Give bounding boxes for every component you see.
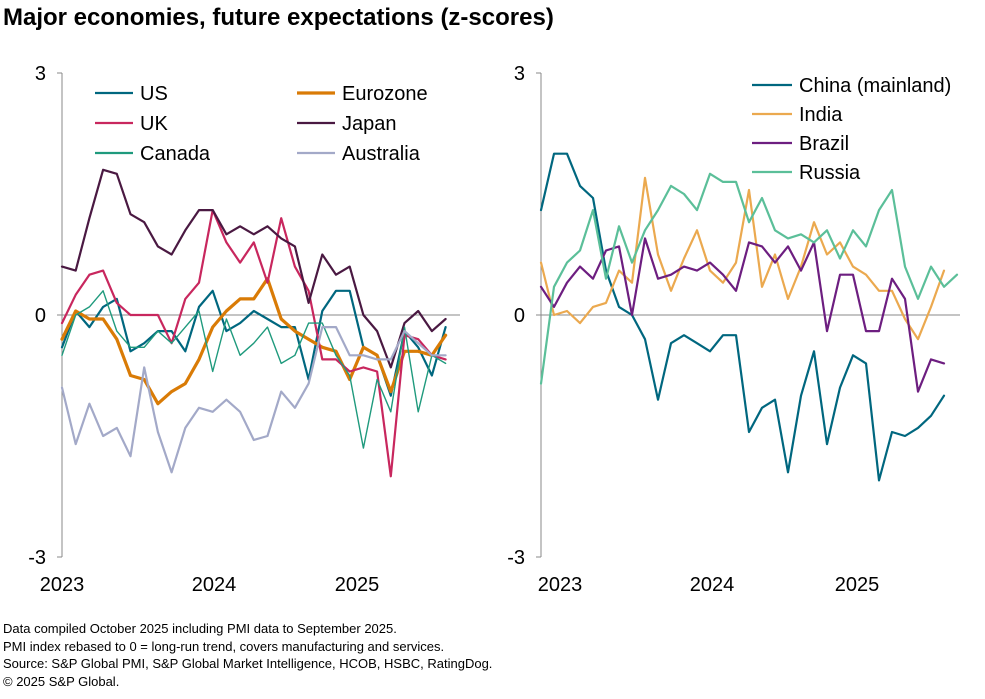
y-tick-label: 3 [35, 63, 46, 85]
footnote-copyright: © 2025 S&P Global. [3, 673, 120, 689]
legend-label: Eurozone [342, 83, 428, 105]
chart-title: Major economies, future expectations (z-… [3, 4, 554, 31]
legend-label: Russia [799, 162, 861, 184]
series-line-brazil [539, 237, 946, 393]
x-tick-label: 2024 [690, 574, 735, 596]
charts-canvas: 3 0 -3 2023 2024 2025 US Eurozone UK Japan Canada A… [28, 63, 960, 596]
right-panel: 3 0 -3 2023 2024 2025 China (mainland) India Bra… [507, 63, 960, 596]
legend-label: India [799, 104, 843, 126]
legend-label: US [140, 83, 168, 105]
x-tick-label: 2023 [538, 574, 583, 596]
legend-label: China (mainland) [799, 75, 951, 97]
y-tick-label: -3 [28, 547, 46, 569]
x-tick-label: 2025 [835, 574, 880, 596]
legend-label: Canada [140, 143, 211, 165]
x-tick-label: 2023 [40, 574, 85, 596]
y-tick-label: 0 [35, 305, 46, 327]
footnote-data-compiled: Data compiled October 2025 including PMI… [3, 621, 397, 636]
legend-label: Australia [342, 143, 421, 165]
footnote-index-note: PMI index rebased to 0 = long-run trend,… [3, 638, 445, 654]
x-tick-label: 2024 [192, 574, 237, 596]
series-line-india [539, 176, 946, 341]
footnotes: Data compiled October 2025 including PMI… [3, 620, 492, 690]
series-line-china-mainland [539, 152, 946, 482]
legend-label: Japan [342, 113, 397, 135]
legend-label: UK [140, 113, 168, 135]
series-line-uk [60, 209, 447, 478]
left-panel: 3 0 -3 2023 2024 2025 US Eurozone UK Japan Canada A… [28, 63, 460, 596]
series-line-australia [60, 326, 447, 474]
series-line-canada [61, 290, 447, 449]
x-tick-label: 2025 [335, 574, 380, 596]
series-line-eurozone [60, 277, 448, 406]
y-tick-label: -3 [507, 547, 525, 569]
series-line-russia [539, 172, 959, 385]
footnote-source: Source: S&P Global PMI, S&P Global Marke… [3, 656, 493, 672]
series-line-japan [60, 168, 447, 369]
y-tick-label: 0 [514, 305, 525, 327]
y-tick-label: 3 [514, 63, 525, 85]
legend-label: Brazil [799, 133, 849, 155]
